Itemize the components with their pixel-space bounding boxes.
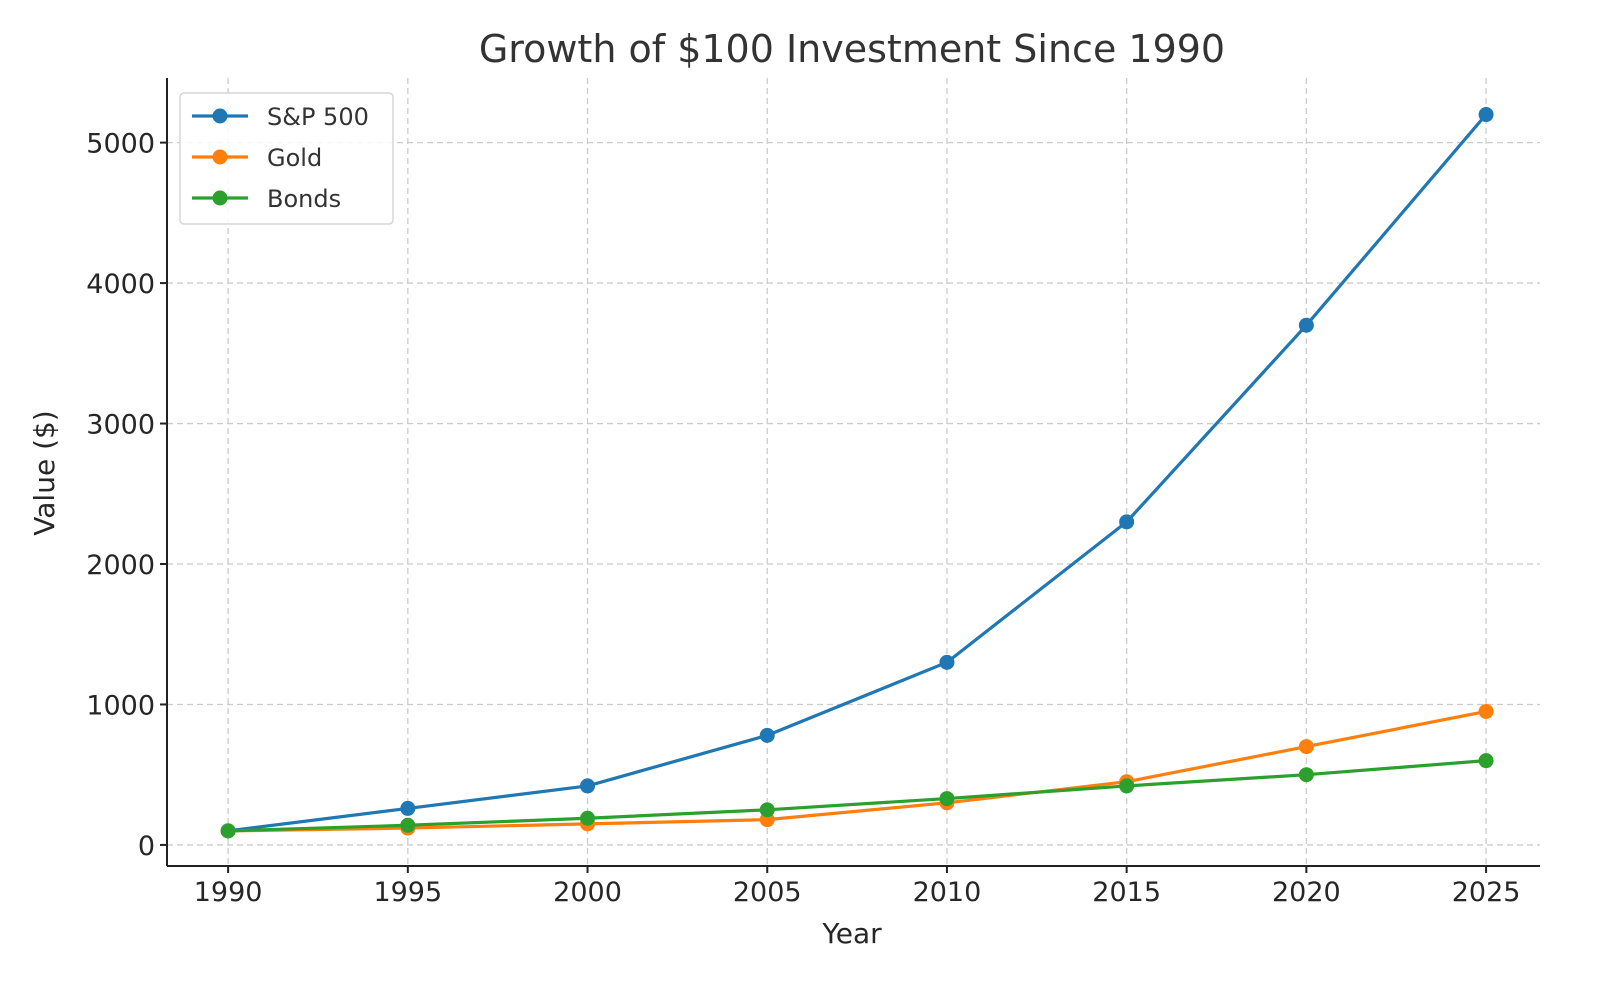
- data-point-bonds: [1478, 753, 1494, 769]
- legend-label: Bonds: [267, 185, 341, 213]
- x-tick-label: 2005: [733, 877, 802, 908]
- legend-marker-icon: [212, 190, 228, 206]
- data-point-bonds: [1119, 778, 1135, 794]
- legend-item-bonds: Bonds: [192, 185, 341, 213]
- data-point-s-p-500: [1298, 317, 1314, 333]
- data-point-s-p-500: [1478, 107, 1494, 123]
- legend-label: S&P 500: [267, 103, 369, 131]
- x-tick-label: 1995: [373, 877, 442, 908]
- data-point-s-p-500: [759, 727, 775, 743]
- data-point-bonds: [580, 810, 596, 826]
- x-axis-title: Year: [821, 917, 882, 950]
- axes: 1990 1995 2000 2005 2010 2015 2020 2025 0 1000 200…: [86, 78, 1540, 908]
- series-lines: [220, 107, 1494, 839]
- data-point-bonds: [939, 791, 955, 807]
- data-point-s-p-500: [580, 778, 596, 794]
- series-line-bonds: [228, 759, 1487, 833]
- legend-item-gold: Gold: [192, 144, 322, 172]
- series-s-p-500: [220, 107, 1494, 839]
- data-point-s-p-500: [400, 800, 416, 816]
- data-point-s-p-500: [939, 654, 955, 670]
- grid: [167, 78, 1540, 866]
- x-tick-label: 1990: [194, 877, 263, 908]
- data-point-bonds: [1298, 767, 1314, 783]
- x-tick-label: 2010: [913, 877, 982, 908]
- series-bonds: [220, 753, 1494, 839]
- data-point-bonds: [400, 817, 416, 833]
- y-axis-title: Value ($): [28, 410, 61, 535]
- data-point-gold: [1478, 703, 1494, 719]
- data-point-bonds: [220, 823, 236, 839]
- y-tick-label: 2000: [86, 550, 155, 581]
- legend-item-s-p-500: S&P 500: [192, 103, 369, 131]
- legend-label: Gold: [267, 144, 322, 172]
- data-point-gold: [1298, 739, 1314, 755]
- data-point-s-p-500: [1119, 514, 1135, 530]
- legend: S&P 500 Gold Bonds: [179, 92, 394, 225]
- y-tick-label: 4000: [86, 269, 155, 300]
- series-line-gold: [228, 709, 1487, 833]
- legend-marker-icon: [212, 108, 228, 124]
- x-tick-label: 2020: [1272, 877, 1341, 908]
- y-tick-label: 5000: [86, 129, 155, 160]
- x-tick-label: 2025: [1452, 877, 1521, 908]
- series-line-s-p-500: [227, 113, 1488, 833]
- y-tick-label: 0: [138, 831, 155, 862]
- x-tick-label: 2015: [1092, 877, 1161, 908]
- x-tick-label: 2000: [553, 877, 622, 908]
- y-tick-label: 3000: [86, 410, 155, 441]
- data-point-bonds: [759, 802, 775, 818]
- chart-title: Growth of $100 Investment Since 1990: [479, 27, 1225, 71]
- legend-box: [179, 92, 394, 225]
- legend-marker-icon: [212, 149, 228, 165]
- y-tick-label: 1000: [86, 690, 155, 721]
